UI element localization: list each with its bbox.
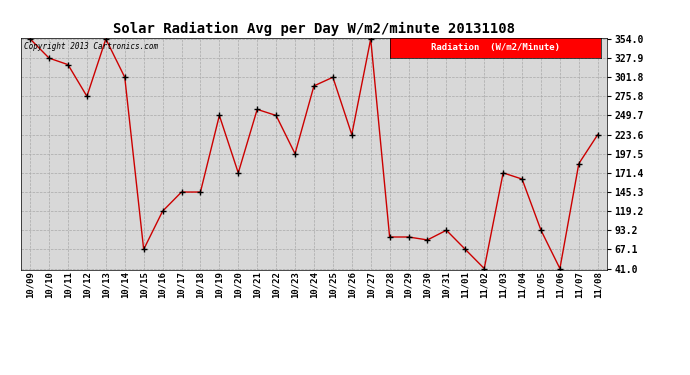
Text: Copyright 2013 Cartronics.com: Copyright 2013 Cartronics.com bbox=[23, 42, 158, 51]
Title: Solar Radiation Avg per Day W/m2/minute 20131108: Solar Radiation Avg per Day W/m2/minute … bbox=[113, 22, 515, 36]
